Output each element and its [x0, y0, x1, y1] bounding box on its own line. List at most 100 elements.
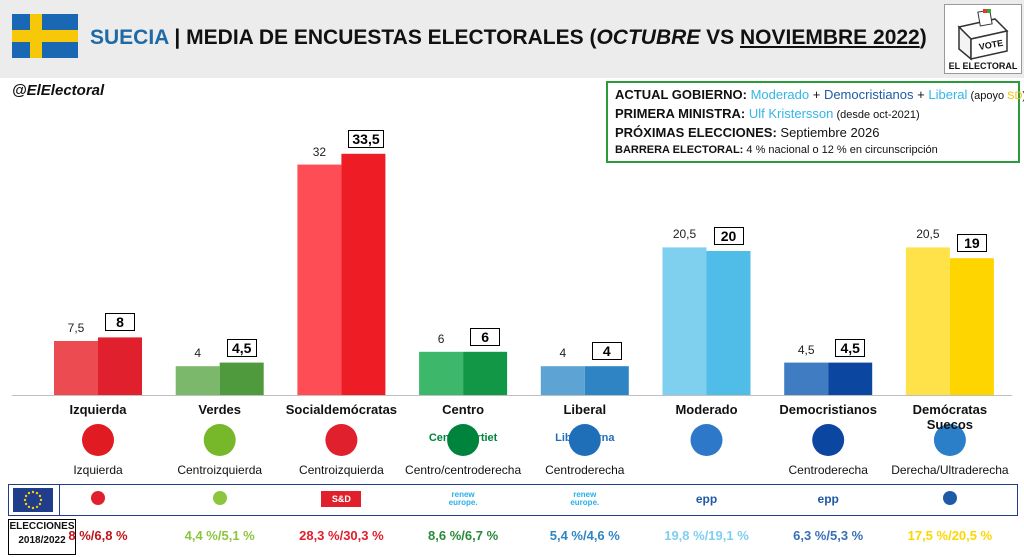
party-name-6: Democristianos — [779, 402, 877, 417]
logo-brand-text: EL ELECTORAL — [949, 61, 1018, 71]
gov-party-moderado: Moderado — [750, 87, 810, 102]
election-result-3: 8,6 %/6,7 % — [428, 528, 499, 543]
renew-group-icon: renew europe. — [570, 490, 600, 507]
bar-nov-5 — [706, 251, 751, 395]
gov-plus-1: + — [809, 87, 824, 102]
bar-oct-7 — [905, 247, 950, 395]
moderaterna-logo-icon — [690, 424, 723, 456]
party-name-2: Socialdemócratas — [285, 402, 398, 417]
title-vs: VS — [700, 26, 740, 49]
next-elections-line: PRÓXIMAS ELECCIONES: Septiembre 2026 — [615, 125, 879, 140]
bar-nov-1 — [219, 362, 264, 395]
value-label-oct-0: 7,5 — [67, 321, 85, 335]
value-label-nov-6: 4,5 — [835, 338, 866, 357]
party-ideology-2: Centroizquierda — [299, 463, 384, 477]
kd-logo-icon — [812, 424, 845, 456]
value-label-nov-0: 8 — [105, 313, 135, 332]
gov-plus-2: + — [913, 87, 929, 102]
liberalerna-logo-icon — [568, 424, 601, 456]
pm-since: (desde oct-2021) — [833, 109, 920, 121]
epp-group-icon: epp — [817, 492, 839, 506]
value-label-oct-5: 20,5 — [672, 227, 697, 242]
twitter-handle: @ElElectoral — [12, 82, 105, 99]
s-and-d-group-icon: S&D — [321, 491, 362, 507]
country-name: SUECIA — [90, 26, 169, 49]
value-label-nov-4: 4 — [591, 342, 622, 361]
red-rose-logo-icon — [325, 424, 358, 456]
prime-minister-line: PRIMERA MINISTRA: Ulf Kristersson (desde… — [615, 106, 920, 121]
party-ideology-7: Derecha/Ultraderecha — [891, 463, 1009, 477]
party-ideology-1: Centroizquierda — [177, 463, 263, 477]
gov-party-democristianos: Democristianos — [823, 87, 914, 102]
next-elections-label: PRÓXIMAS ELECCIONES: — [615, 125, 777, 140]
barrier-label: BARRERA ELECTORAL: — [615, 144, 744, 156]
elections-label: ELECCIONES 2018/2022 — [8, 519, 76, 555]
party-ideology-6: Centroderecha — [788, 463, 868, 477]
renew-group-icon: renew europe. — [448, 490, 478, 507]
bar-oct-4 — [540, 366, 585, 395]
eu-flag-icon — [13, 488, 53, 512]
pm-name: Ulf Kristersson — [748, 106, 834, 121]
party-ideology-0: Izquierda — [73, 463, 123, 477]
red-v-logo-icon — [82, 424, 114, 456]
bar-oct-2 — [297, 164, 342, 395]
government-line: ACTUAL GOBIERNO: Moderado + Democristian… — [615, 87, 1024, 102]
title-month-october: OCTUBRE — [596, 26, 701, 49]
bar-nov-3 — [463, 351, 508, 395]
election-result-0: 8 %/6,8 % — [68, 528, 128, 543]
value-label-nov-2: 33,5 — [348, 129, 384, 148]
elections-label-line2: 2018/2022 — [18, 535, 66, 546]
bar-oct-0 — [54, 341, 98, 395]
elections-label-line1: ELECCIONES — [9, 521, 75, 532]
election-result-6: 6,3 %/5,3 % — [793, 528, 864, 543]
election-result-1: 4,4 %/5,1 % — [184, 528, 255, 543]
value-label-oct-1: 4 — [194, 346, 202, 361]
party-name-0: Izquierda — [69, 402, 127, 417]
value-label-oct-7: 20,5 — [916, 227, 940, 242]
greens-group-icon — [200, 491, 240, 507]
party-ideology-4: Centroderecha — [545, 463, 625, 477]
election-result-4: 5,4 %/4,6 % — [549, 528, 620, 543]
value-label-nov-1: 4,5 — [226, 338, 257, 357]
sweden-flag-icon — [12, 14, 78, 58]
green-dandelion-logo-icon — [203, 424, 236, 456]
centerpartiet-logo-icon — [447, 424, 480, 456]
title-main: MEDIA DE ENCUESTAS ELECTORALES ( — [186, 26, 597, 49]
government-label: ACTUAL GOBIERNO: — [615, 87, 747, 102]
gov-apoyo: (apoyo — [967, 90, 1008, 102]
value-label-nov-5: 20 — [713, 227, 744, 245]
bar-nov-4 — [584, 366, 629, 395]
barrier-line: BARRERA ELECTORAL: 4 % nacional o 12 % e… — [615, 144, 938, 156]
party-name-4: Liberal — [563, 402, 607, 417]
blue-yellow-flower-logo-icon — [933, 424, 966, 456]
gov-sd: SD — [1007, 90, 1023, 102]
bar-nov-0 — [98, 337, 142, 395]
el-electoral-logo: VOTE EL ELECTORAL — [944, 4, 1022, 74]
election-result-2: 28,3 %/30,3 % — [299, 528, 384, 543]
value-label-nov-3: 6 — [470, 327, 501, 346]
party-name-3: Centro — [442, 402, 485, 417]
party-name-5: Moderado — [675, 402, 738, 417]
title-month-november: NOVIEMBRE 2022 — [740, 26, 920, 49]
party-logo-text-4: Liberalerna — [555, 432, 615, 444]
page-title: SUECIA | MEDIA DE ENCUESTAS ELECTORALES … — [90, 26, 927, 50]
gov-party-liberal: Liberal — [928, 87, 968, 102]
bar-nov-6 — [828, 362, 873, 395]
bar-oct-6 — [784, 362, 829, 395]
party-logo-text-3: Centerpartiet — [428, 432, 498, 444]
left-group-icon — [78, 491, 118, 507]
epp-group-icon: epp — [695, 492, 718, 506]
gov-close: ) — [1022, 90, 1024, 102]
pm-label: PRIMERA MINISTRA: — [615, 106, 746, 121]
eu-flag-cell — [9, 485, 60, 515]
barrier-value: 4 % nacional o 12 % en circunscripción — [743, 144, 938, 156]
bar-nov-7 — [949, 258, 994, 395]
logo-vote-text: VOTE — [978, 38, 1004, 52]
info-box: ACTUAL GOBIERNO: Moderado + Democristian… — [606, 81, 1024, 163]
election-result-7: 17,5 %/20,5 % — [907, 528, 993, 543]
value-label-oct-6: 4,5 — [797, 342, 815, 357]
party-ideology-3: Centro/centroderecha — [405, 463, 522, 477]
ecr-group-icon — [930, 491, 970, 507]
title-close: ) — [919, 26, 927, 49]
